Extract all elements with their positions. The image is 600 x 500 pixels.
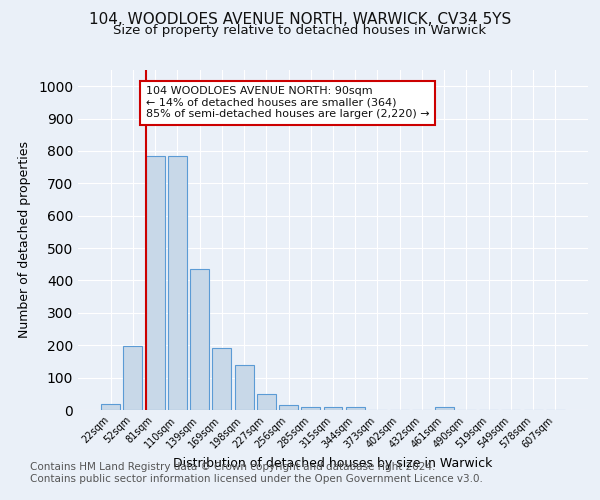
Bar [346, 407, 365, 410]
Bar [301, 407, 320, 410]
Bar [323, 407, 343, 410]
Bar [435, 407, 454, 410]
Text: 104, WOODLOES AVENUE NORTH, WARWICK, CV34 5YS: 104, WOODLOES AVENUE NORTH, WARWICK, CV3… [89, 12, 511, 28]
Bar [101, 404, 120, 410]
Y-axis label: Number of detached properties: Number of detached properties [18, 142, 31, 338]
Bar [257, 394, 276, 410]
Bar [146, 156, 164, 410]
Bar [279, 405, 298, 410]
Bar [190, 269, 209, 410]
Bar [168, 156, 187, 410]
X-axis label: Distribution of detached houses by size in Warwick: Distribution of detached houses by size … [173, 457, 493, 470]
Text: Size of property relative to detached houses in Warwick: Size of property relative to detached ho… [113, 24, 487, 37]
Bar [212, 348, 231, 410]
Bar [235, 364, 254, 410]
Bar [124, 346, 142, 410]
Text: 104 WOODLOES AVENUE NORTH: 90sqm
← 14% of detached houses are smaller (364)
85% : 104 WOODLOES AVENUE NORTH: 90sqm ← 14% o… [146, 86, 429, 120]
Text: Contains HM Land Registry data © Crown copyright and database right 2024.
Contai: Contains HM Land Registry data © Crown c… [30, 462, 483, 484]
